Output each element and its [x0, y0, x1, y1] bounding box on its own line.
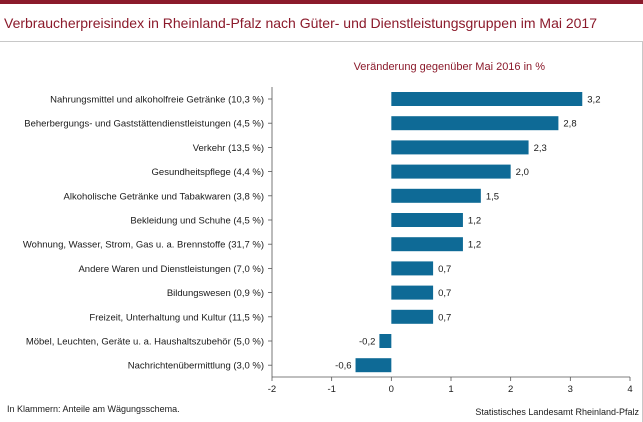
category-label: Bildungswesen (0,9 %)	[167, 288, 264, 299]
x-tick-label: 0	[389, 384, 394, 395]
category-label: Bekleidung und Schuhe (4,5 %)	[130, 216, 264, 227]
bar	[355, 358, 392, 373]
source-credit: Statistisches Landesamt Rheinland-Pfalz	[475, 407, 639, 417]
data-label: 0,7	[438, 288, 451, 299]
category-label: Nachrichtenübermittlung (3,0 %)	[128, 361, 264, 372]
bar	[391, 213, 463, 227]
bar	[391, 92, 583, 106]
data-label: -0,6	[335, 361, 351, 372]
x-tick-label: 3	[568, 384, 573, 395]
x-axis: -2 -1 0 1 2 3 4	[268, 87, 633, 395]
data-label: 1,5	[486, 191, 499, 202]
x-tick-label: 1	[448, 384, 453, 395]
data-label: -0,2	[359, 337, 375, 348]
data-label: 0,7	[438, 264, 451, 275]
bar	[391, 188, 481, 203]
x-tick-label: -2	[268, 384, 276, 395]
chart-subtitle: Veränderung gegenüber Mai 2016 in %	[353, 61, 545, 73]
category-label: Nahrungsmittel und alkoholfreie Getränke…	[50, 95, 264, 106]
data-label: 2,0	[516, 167, 529, 178]
category-label: Gesundheitspflege (4,4 %)	[152, 167, 264, 178]
footnote: In Klammern: Anteile am Wägungsschema.	[7, 404, 180, 414]
bar	[391, 309, 434, 324]
category-label: Möbel, Leuchten, Geräte u. a. Haushaltsz…	[26, 337, 264, 348]
bar	[391, 285, 434, 300]
data-label: 0,7	[438, 312, 451, 323]
bars-layer: Nahrungsmittel und alkoholfreie Getränke…	[23, 92, 600, 373]
bar	[391, 116, 559, 131]
data-label: 1,2	[468, 240, 481, 251]
x-tick-label: 4	[627, 384, 632, 395]
data-label: 1,2	[468, 216, 481, 227]
category-label: Wohnung, Wasser, Strom, Gas u. a. Brenns…	[23, 240, 264, 251]
data-label: 2,8	[563, 119, 576, 130]
title-divider	[0, 41, 643, 42]
category-label: Freizeit, Unterhaltung und Kultur (11,5 …	[89, 312, 264, 323]
category-label: Andere Waren und Dienstleistungen (7,0 %…	[78, 264, 264, 275]
chart-title: Verbraucherpreisindex in Rheinland-Pfalz…	[4, 15, 598, 31]
x-tick-label: 2	[508, 384, 513, 395]
top-accent-bar	[0, 0, 643, 4]
bar	[391, 261, 434, 276]
x-tick-label: -1	[327, 384, 335, 395]
category-label: Beherbergungs- und Gaststättendienstleis…	[24, 119, 264, 130]
bar	[379, 334, 392, 348]
data-label: 2,3	[534, 143, 547, 154]
bar	[391, 237, 463, 252]
category-label: Verkehr (13,5 %)	[193, 143, 264, 154]
bar	[391, 140, 529, 155]
bar	[391, 164, 511, 179]
data-label: 3,2	[587, 95, 600, 106]
category-label: Alkoholische Getränke und Tabakwaren (3,…	[64, 191, 265, 202]
